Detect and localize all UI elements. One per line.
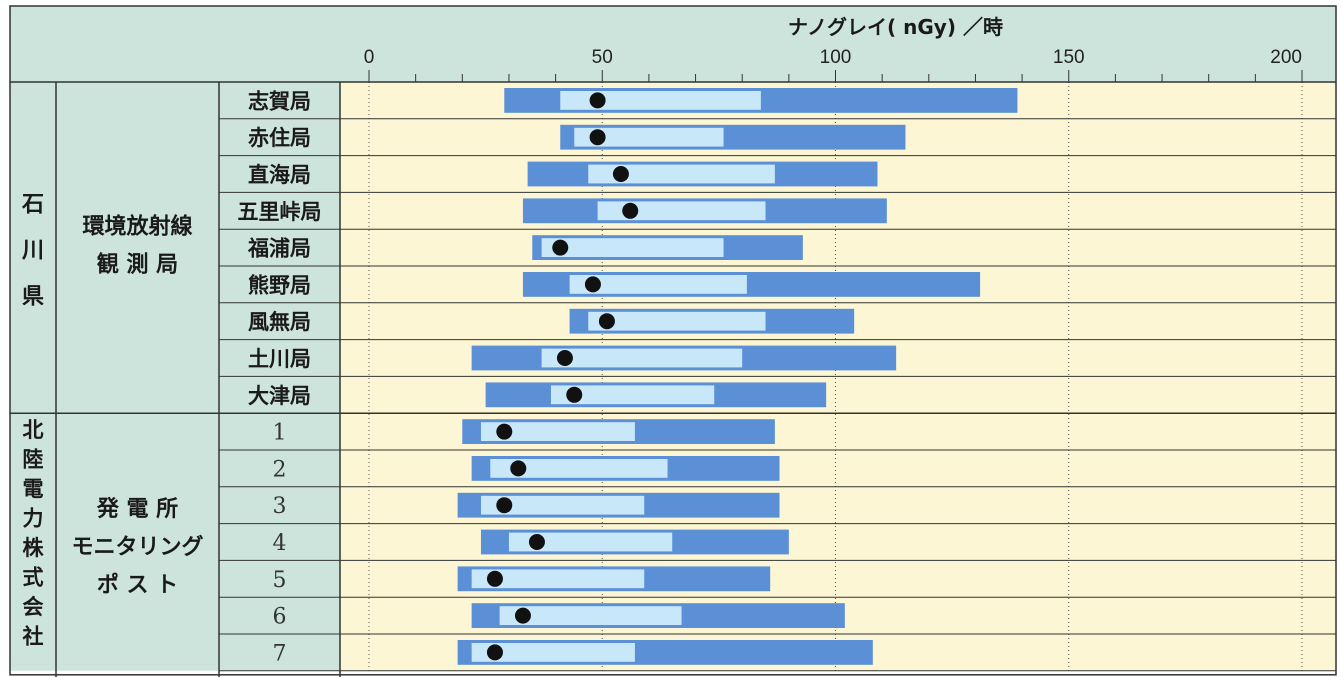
typical-range-bar bbox=[541, 238, 724, 257]
axis-title: ナノグレイ( nGy) ／時 bbox=[788, 15, 1003, 39]
typical-range-bar bbox=[508, 532, 673, 552]
mean-marker bbox=[496, 423, 513, 440]
mean-marker bbox=[552, 239, 569, 256]
x-tick-label: 50 bbox=[592, 47, 613, 68]
typical-range-bar bbox=[471, 643, 635, 662]
typical-range-bar bbox=[588, 311, 766, 331]
mean-marker bbox=[486, 644, 503, 661]
subgroup-label-line: モニタリング bbox=[71, 534, 203, 560]
mean-marker bbox=[486, 570, 503, 587]
typical-range-bar bbox=[574, 127, 724, 147]
group-label-char: 川 bbox=[21, 239, 44, 264]
typical-range-bar bbox=[471, 569, 645, 589]
x-tick-label: 0 bbox=[364, 47, 375, 68]
group-label-char: 陸 bbox=[23, 448, 44, 472]
station-label: 1 bbox=[273, 421, 287, 446]
mean-marker bbox=[510, 460, 527, 477]
mean-marker bbox=[528, 534, 545, 550]
x-tick-label: 100 bbox=[820, 47, 852, 68]
x-tick-label: 200 bbox=[1270, 47, 1302, 68]
group-label-char: 北 bbox=[23, 418, 44, 442]
x-tick-label: 150 bbox=[1053, 47, 1085, 68]
station-label: 熊野局 bbox=[248, 273, 311, 297]
typical-range-bar bbox=[560, 91, 761, 110]
typical-range-bar bbox=[480, 495, 645, 515]
station-label: 3 bbox=[273, 494, 287, 519]
station-label: 2 bbox=[273, 457, 287, 482]
station-label: 7 bbox=[273, 641, 287, 666]
station-label: 土川局 bbox=[248, 347, 311, 371]
mean-marker bbox=[622, 202, 639, 219]
subgroup-label-line: 環境放射線 bbox=[82, 214, 192, 240]
station-label: 志賀局 bbox=[248, 89, 311, 113]
typical-range-bar bbox=[541, 348, 743, 368]
group-label-char: 会 bbox=[23, 595, 44, 619]
header-background bbox=[10, 6, 1336, 82]
typical-range-bar bbox=[550, 385, 715, 405]
typical-range-bar bbox=[569, 275, 747, 294]
mean-marker bbox=[514, 607, 531, 624]
mean-marker bbox=[598, 313, 615, 330]
station-label: 直海局 bbox=[248, 163, 311, 187]
mean-marker bbox=[496, 497, 513, 514]
mean-marker bbox=[584, 276, 601, 293]
station-label: 赤住局 bbox=[248, 126, 311, 150]
subgroup-label-line: 観 測 局 bbox=[97, 252, 178, 278]
mean-marker bbox=[589, 129, 606, 146]
mean-marker bbox=[612, 166, 629, 182]
subgroup-label-line: 発 電 所 bbox=[96, 497, 178, 522]
station-label: 五里峠局 bbox=[238, 200, 322, 224]
group-label-char: 株 bbox=[23, 536, 45, 560]
station-label: 福浦局 bbox=[247, 237, 311, 261]
mean-marker bbox=[566, 386, 583, 403]
subgroup-label-line: ポ ス ト bbox=[97, 572, 178, 598]
group-label-char: 力 bbox=[23, 507, 44, 531]
station-label: 4 bbox=[273, 531, 287, 556]
typical-range-bar bbox=[490, 459, 668, 478]
station-label: 風無局 bbox=[248, 310, 311, 334]
typical-range-bar bbox=[480, 422, 635, 441]
group-label-char: 電 bbox=[23, 477, 44, 501]
typical-range-bar bbox=[597, 201, 766, 221]
typical-range-bar bbox=[588, 164, 775, 184]
group-label-char: 石 bbox=[21, 193, 44, 218]
group-label-char: 県 bbox=[22, 285, 44, 310]
mean-marker bbox=[556, 350, 573, 366]
station-label: 6 bbox=[273, 605, 287, 630]
station-label: 5 bbox=[273, 568, 287, 593]
typical-range-bar bbox=[499, 606, 682, 625]
station-label: 大津局 bbox=[248, 384, 311, 408]
outer-border bbox=[9, 5, 1337, 676]
group-label-char: 式 bbox=[23, 566, 44, 590]
mean-marker bbox=[589, 92, 606, 109]
group-label-char: 社 bbox=[22, 625, 44, 649]
